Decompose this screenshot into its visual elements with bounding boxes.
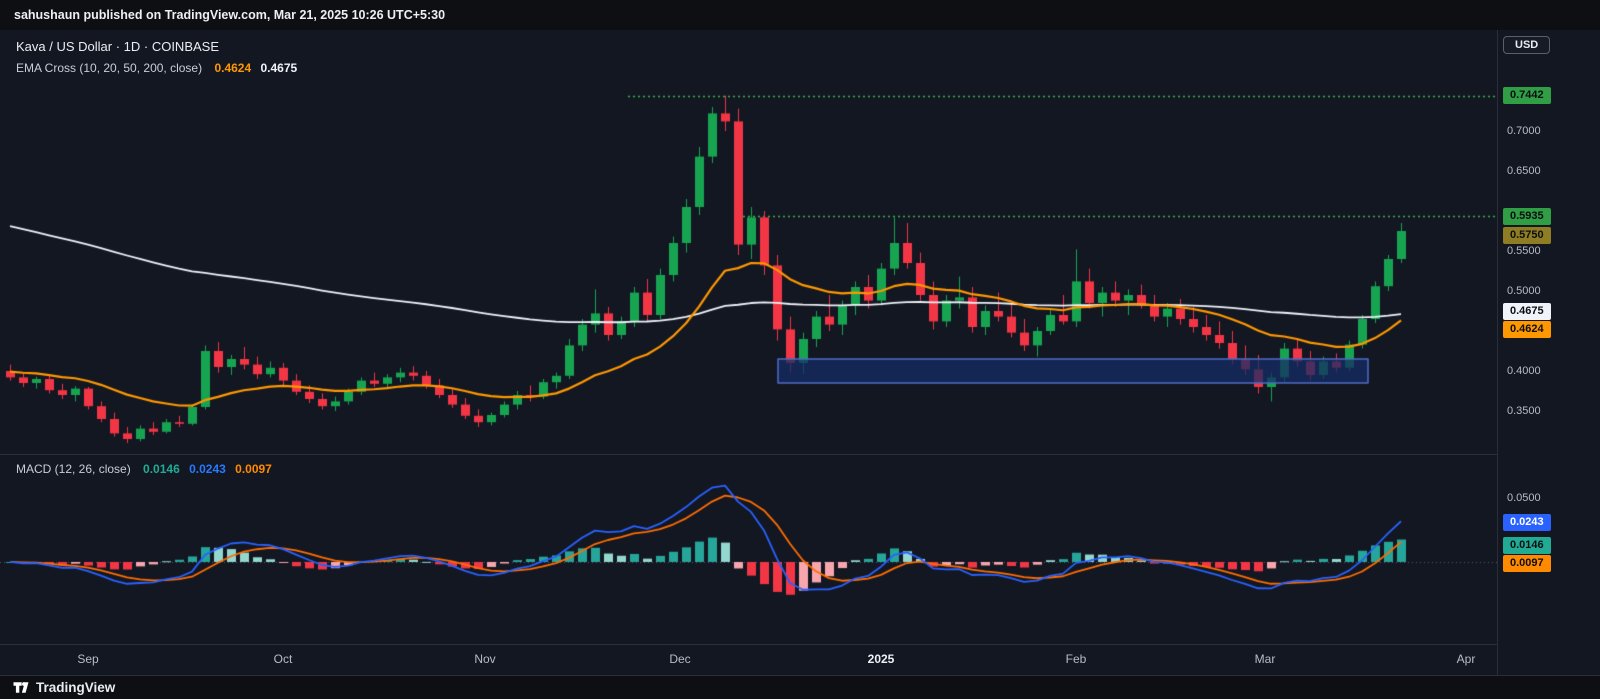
price-chart-canvas[interactable] <box>0 30 1497 455</box>
tradingview-logo-icon[interactable] <box>12 679 29 696</box>
price-badge: 0.4675 <box>1503 302 1551 320</box>
main-price-pane: Kava / US Dollar · 1D · COINBASE EMA Cro… <box>0 30 1497 455</box>
price-axis[interactable]: USD 0.7000 0.6500 0.5500 0.5000 0.4000 0.3500… <box>1497 30 1600 675</box>
time-axis-label: Nov <box>474 652 496 666</box>
time-axis-label: Oct <box>273 652 293 666</box>
publish-info-text: sahushaun published on TradingView.com, … <box>14 8 446 22</box>
time-axis-label: Apr <box>1456 652 1476 666</box>
price-tick-label: 0.5500 <box>1507 245 1541 257</box>
price-tick-label: 0.5000 <box>1507 285 1541 297</box>
time-axis-label: Dec <box>669 652 691 666</box>
macd-chart-canvas[interactable] <box>0 455 1497 645</box>
time-axis[interactable]: Sep Oct Nov Dec 2025 Feb Mar Apr <box>0 645 1497 675</box>
footer-bar: TradingView <box>0 675 1600 699</box>
chart-layout: Kava / US Dollar · 1D · COINBASE EMA Cro… <box>0 30 1600 675</box>
time-axis-label: Sep <box>77 652 99 666</box>
macd-tick-label: 0.0500 <box>1507 492 1541 505</box>
tradingview-brand-text[interactable]: TradingView <box>36 680 116 695</box>
macd-badge: 0.0243 <box>1503 514 1551 532</box>
currency-toggle-button[interactable]: USD <box>1503 36 1551 54</box>
price-tick-label: 0.6500 <box>1507 165 1541 177</box>
time-axis-label: 2025 <box>867 652 895 666</box>
publish-info-bar: sahushaun published on TradingView.com, … <box>0 0 1600 30</box>
macd-pane: MACD (12, 26, close) 0.0146 0.0243 0.009… <box>0 455 1497 645</box>
macd-badge: 0.0146 <box>1503 536 1551 554</box>
chart-panes: Kava / US Dollar · 1D · COINBASE EMA Cro… <box>0 30 1497 675</box>
price-badge: 0.4624 <box>1503 320 1551 338</box>
price-tick-label: 0.4000 <box>1507 365 1541 377</box>
price-badge: 0.5935 <box>1503 207 1551 225</box>
price-badge: 0.7442 <box>1503 87 1551 105</box>
time-axis-label: Feb <box>1065 652 1087 666</box>
price-tick-label: 0.3500 <box>1507 405 1541 417</box>
price-badge: 0.5750 <box>1503 226 1551 244</box>
macd-badge: 0.0097 <box>1503 555 1551 573</box>
price-tick-label: 0.7000 <box>1507 125 1541 137</box>
time-axis-label: Mar <box>1254 652 1276 666</box>
